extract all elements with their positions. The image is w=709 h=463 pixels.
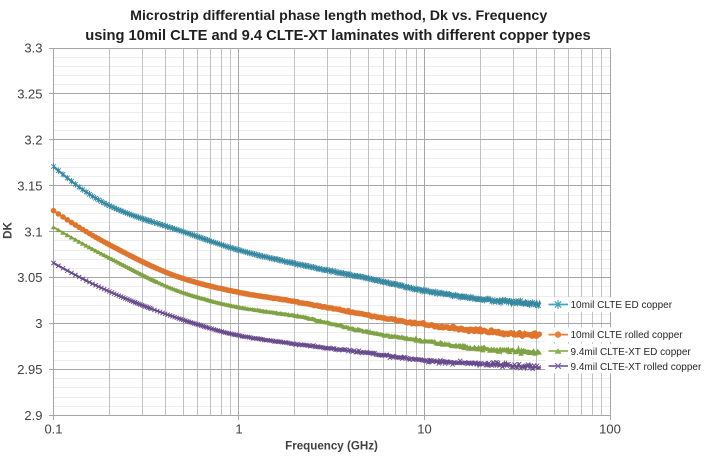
svg-text:9.4mil CLTE-XT rolled copper: 9.4mil CLTE-XT rolled copper — [571, 362, 702, 373]
svg-text:3.05: 3.05 — [17, 270, 42, 285]
svg-text:Microstrip differential phase: Microstrip differential phase length met… — [130, 8, 547, 24]
svg-text:using 10mil CLTE and 9.4 CLTE-: using 10mil CLTE and 9.4 CLTE-XT laminat… — [85, 28, 590, 44]
svg-text:100: 100 — [599, 422, 621, 437]
svg-text:3.25: 3.25 — [17, 86, 42, 101]
svg-text:3.1: 3.1 — [24, 224, 42, 239]
svg-text:Frequency (GHz): Frequency (GHz) — [285, 440, 378, 453]
svg-text:2.9: 2.9 — [24, 408, 42, 423]
svg-text:10mil CLTE rolled copper: 10mil CLTE rolled copper — [571, 330, 684, 341]
svg-text:10: 10 — [417, 422, 431, 437]
svg-text:0.1: 0.1 — [44, 422, 62, 437]
svg-text:10mil CLTE ED copper: 10mil CLTE ED copper — [571, 300, 673, 311]
svg-text:3.15: 3.15 — [17, 178, 42, 193]
svg-text:3.2: 3.2 — [24, 132, 42, 147]
svg-text:9.4mil CLTE-XT ED copper: 9.4mil CLTE-XT ED copper — [571, 347, 692, 358]
svg-text:DK: DK — [2, 222, 15, 239]
svg-text:1: 1 — [235, 422, 242, 437]
svg-text:3.3: 3.3 — [24, 41, 42, 56]
svg-text:2.95: 2.95 — [17, 362, 42, 377]
svg-text:3: 3 — [35, 316, 42, 331]
